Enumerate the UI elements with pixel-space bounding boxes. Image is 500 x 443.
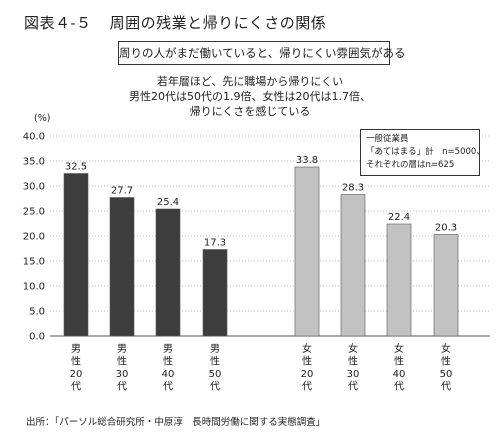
- chart-note: 若年層ほど、先に職場から帰りにくい 男性20代は50代の1.9倍、女性は20代は…: [110, 74, 390, 119]
- x-tick-label: 女性 20 代: [301, 342, 314, 393]
- x-tick-label: 女性 40 代: [393, 342, 406, 393]
- bar-chart: 0.0 5.0 10.0 15.0 20.0 25.0 30.0 35.0 40.0 (%) 32.…: [23, 113, 490, 393]
- data-label: 28.3: [342, 183, 364, 194]
- legend-title: 一般従業員: [366, 134, 409, 144]
- y-tick-label: 5.0: [29, 307, 45, 318]
- y-tick-label: 30.0: [23, 182, 45, 193]
- y-unit-label: (%): [34, 113, 50, 124]
- x-tick-label: 女性 50 代: [440, 342, 453, 393]
- bar: [63, 173, 89, 337]
- x-tick-label: 男性 50 代: [209, 343, 222, 393]
- legend-line-2: それぞれの層はn=625: [366, 160, 455, 170]
- data-label: 22.4: [388, 212, 410, 223]
- y-tick-label: 10.0: [23, 282, 45, 293]
- bar: [386, 223, 412, 337]
- note-line-1: 若年層ほど、先に職場から帰りにくい: [156, 75, 344, 88]
- bar: [109, 197, 135, 337]
- y-tick-label: 15.0: [23, 257, 45, 268]
- bar: [155, 208, 181, 337]
- data-label: 25.4: [157, 197, 179, 208]
- x-tick-label: 女性 30 代: [347, 342, 360, 393]
- legend-box: 一般従業員 「あてはまる」計 n=5000、 それぞれの層はn=625: [360, 129, 485, 176]
- subtitle-box: 周りの人がまだ働いていると、帰りにくい雰囲気がある: [118, 41, 405, 65]
- x-tick-label: 男性 20 代: [70, 343, 83, 393]
- data-label: 20.3: [435, 223, 457, 234]
- y-tick-label: 40.0: [23, 132, 45, 143]
- bar: [433, 234, 459, 337]
- data-label: 17.3: [204, 238, 226, 249]
- x-tick-label: 男性 40 代: [162, 343, 175, 393]
- legend-line-1: 「あてはまる」計 n=5000、: [366, 147, 485, 157]
- bar: [294, 166, 320, 337]
- note-line-2: 男性20代は50代の1.9倍、女性は20代は1.7倍、: [129, 90, 371, 103]
- figure-title-text: 周囲の残業と帰りにくさの関係: [109, 14, 327, 32]
- bar: [340, 194, 366, 337]
- figure-number: 図表４-５: [24, 14, 92, 32]
- y-tick-label: 20.0: [23, 232, 45, 243]
- bar: [202, 249, 228, 337]
- source-note: 出所：「パーソル総合研究所・中原淳 長時間労働に関する実態調査」: [26, 417, 326, 428]
- figure-title: 図表４-５ 周囲の残業と帰りにくさの関係: [24, 12, 326, 33]
- data-label: 27.7: [111, 186, 133, 197]
- note-line-3: 帰りにくさを感じている: [189, 105, 311, 118]
- x-tick-label: 男性 30 代: [116, 343, 129, 393]
- y-tick-label: 35.0: [23, 157, 45, 168]
- data-label: 32.5: [65, 162, 87, 173]
- data-label: 33.8: [296, 155, 318, 166]
- y-tick-label: 0.0: [29, 332, 45, 343]
- y-tick-label: 25.0: [23, 207, 45, 218]
